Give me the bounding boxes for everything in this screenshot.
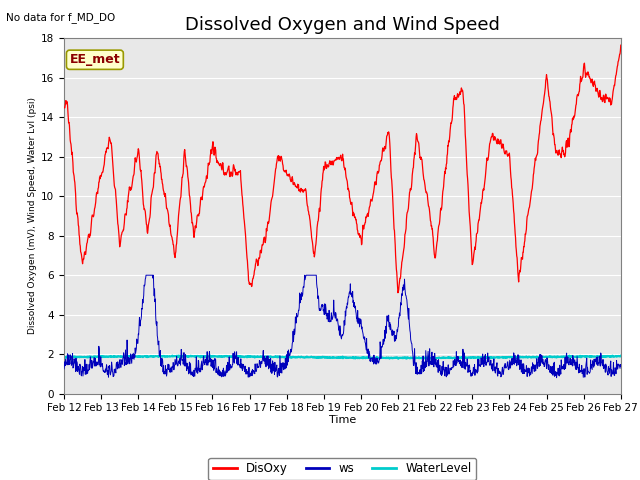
- Title: Dissolved Oxygen and Wind Speed: Dissolved Oxygen and Wind Speed: [185, 16, 500, 34]
- Legend: DisOxy, ws, WaterLevel: DisOxy, ws, WaterLevel: [209, 457, 476, 480]
- Text: EE_met: EE_met: [70, 53, 120, 66]
- Y-axis label: Dissolved Oxygen (mV), Wind Speed, Water Lvl (psi): Dissolved Oxygen (mV), Wind Speed, Water…: [28, 97, 37, 335]
- Text: No data for f_MD_DO: No data for f_MD_DO: [6, 12, 116, 23]
- X-axis label: Time: Time: [329, 415, 356, 425]
